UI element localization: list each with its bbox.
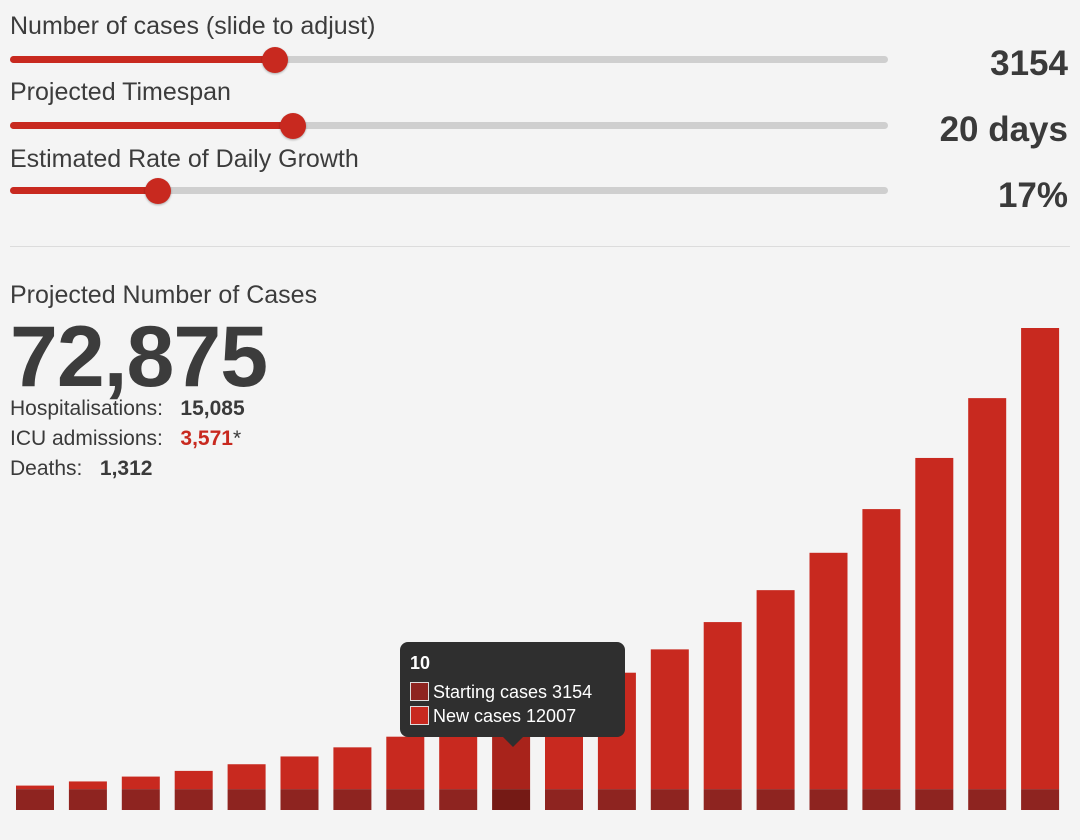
icu-stat: ICU admissions: 3,571*	[10, 427, 241, 451]
tooltip-new-cases: New cases 12007	[410, 706, 576, 727]
timespan-value: 20 days	[939, 110, 1068, 149]
bar-new-cases[interactable]	[862, 509, 901, 790]
bar-starting-cases[interactable]	[280, 789, 319, 810]
cases-value: 3154	[990, 44, 1068, 83]
bar-starting-cases[interactable]	[16, 789, 54, 810]
bar-starting-cases[interactable]	[650, 789, 689, 810]
bar-starting-cases[interactable]	[492, 789, 531, 810]
cases-slider-fill	[10, 56, 276, 63]
hospitalisations-label: Hospitalisations:	[10, 397, 163, 420]
bar-starting-cases[interactable]	[174, 789, 213, 810]
bar-starting-cases[interactable]	[597, 789, 636, 810]
bar-new-cases[interactable]	[174, 770, 213, 790]
bar-new-cases[interactable]	[16, 785, 54, 790]
timespan-slider-track[interactable]	[10, 113, 888, 139]
bar-new-cases[interactable]	[227, 764, 266, 790]
chart-tooltip: 10 Starting cases 3154 New cases 12007	[400, 642, 625, 747]
icu-label: ICU admissions:	[10, 427, 163, 450]
bar-starting-cases[interactable]	[545, 789, 583, 810]
bar-starting-cases[interactable]	[68, 789, 107, 810]
cases-slider-label: Number of cases (slide to adjust)	[10, 12, 376, 40]
bar-starting-cases[interactable]	[1021, 789, 1060, 810]
section-divider	[10, 246, 1070, 247]
bar-new-cases[interactable]	[386, 736, 425, 790]
cases-slider-track[interactable]	[10, 47, 888, 73]
deaths-stat: Deaths: 1,312	[10, 457, 152, 481]
bar-starting-cases[interactable]	[809, 789, 848, 810]
icu-footnote-marker: *	[232, 427, 242, 450]
timespan-slider-label: Projected Timespan	[10, 78, 231, 106]
bar-starting-cases[interactable]	[968, 789, 1007, 810]
bar-starting-cases[interactable]	[121, 789, 160, 810]
hospitalisations-stat: Hospitalisations: 15,085	[10, 397, 245, 421]
tooltip-title: 10	[410, 653, 431, 673]
growth-slider-row: Estimated Rate of Daily Growth 17%	[0, 145, 1080, 215]
new-cases-swatch	[410, 706, 429, 725]
growth-slider-track[interactable]	[10, 178, 888, 204]
growth-slider-fill	[10, 187, 159, 194]
icu-value: 3,571	[180, 427, 233, 450]
bar-starting-cases[interactable]	[703, 789, 742, 810]
bar-new-cases[interactable]	[809, 552, 848, 790]
cases-slider-row: Number of cases (slide to adjust) 3154	[0, 12, 1080, 83]
hospitalisations-value: 15,085	[180, 397, 245, 420]
bar-new-cases[interactable]	[915, 457, 954, 790]
bar-new-cases[interactable]	[650, 649, 689, 790]
bar-starting-cases[interactable]	[915, 789, 954, 810]
deaths-label: Deaths:	[10, 457, 83, 480]
starting-cases-swatch	[410, 682, 429, 701]
bar-starting-cases[interactable]	[227, 789, 266, 810]
cases-slider-handle[interactable]	[262, 47, 289, 73]
bar-starting-cases[interactable]	[439, 789, 478, 810]
bar-starting-cases[interactable]	[333, 789, 372, 810]
tooltip-starting-cases: Starting cases 3154	[410, 682, 592, 703]
growth-slider-handle[interactable]	[145, 178, 172, 204]
bar-new-cases[interactable]	[1021, 328, 1060, 790]
bar-new-cases[interactable]	[333, 747, 372, 790]
bar-new-cases[interactable]	[280, 756, 319, 790]
bar-new-cases[interactable]	[703, 622, 742, 790]
timespan-slider-row: Projected Timespan 20 days	[0, 78, 1080, 149]
timespan-slider-fill	[10, 122, 293, 129]
bar-starting-cases[interactable]	[386, 789, 425, 810]
bar-new-cases[interactable]	[121, 776, 160, 790]
bar-starting-cases[interactable]	[862, 789, 901, 810]
deaths-value: 1,312	[99, 457, 153, 480]
tooltip-starting-cases-text: Starting cases 3154	[433, 682, 593, 702]
bar-new-cases[interactable]	[968, 398, 1007, 790]
bar-starting-cases[interactable]	[756, 789, 795, 810]
growth-value: 17%	[997, 176, 1068, 215]
projected-cases-title: Projected Number of Cases	[10, 281, 318, 309]
bar-new-cases[interactable]	[68, 781, 107, 790]
tooltip-new-cases-text: New cases 12007	[433, 706, 577, 726]
timespan-slider-handle[interactable]	[279, 113, 306, 139]
projected-cases-total: 72,875	[10, 309, 268, 405]
bar-new-cases[interactable]	[756, 590, 795, 790]
growth-slider-label: Estimated Rate of Daily Growth	[10, 145, 359, 173]
